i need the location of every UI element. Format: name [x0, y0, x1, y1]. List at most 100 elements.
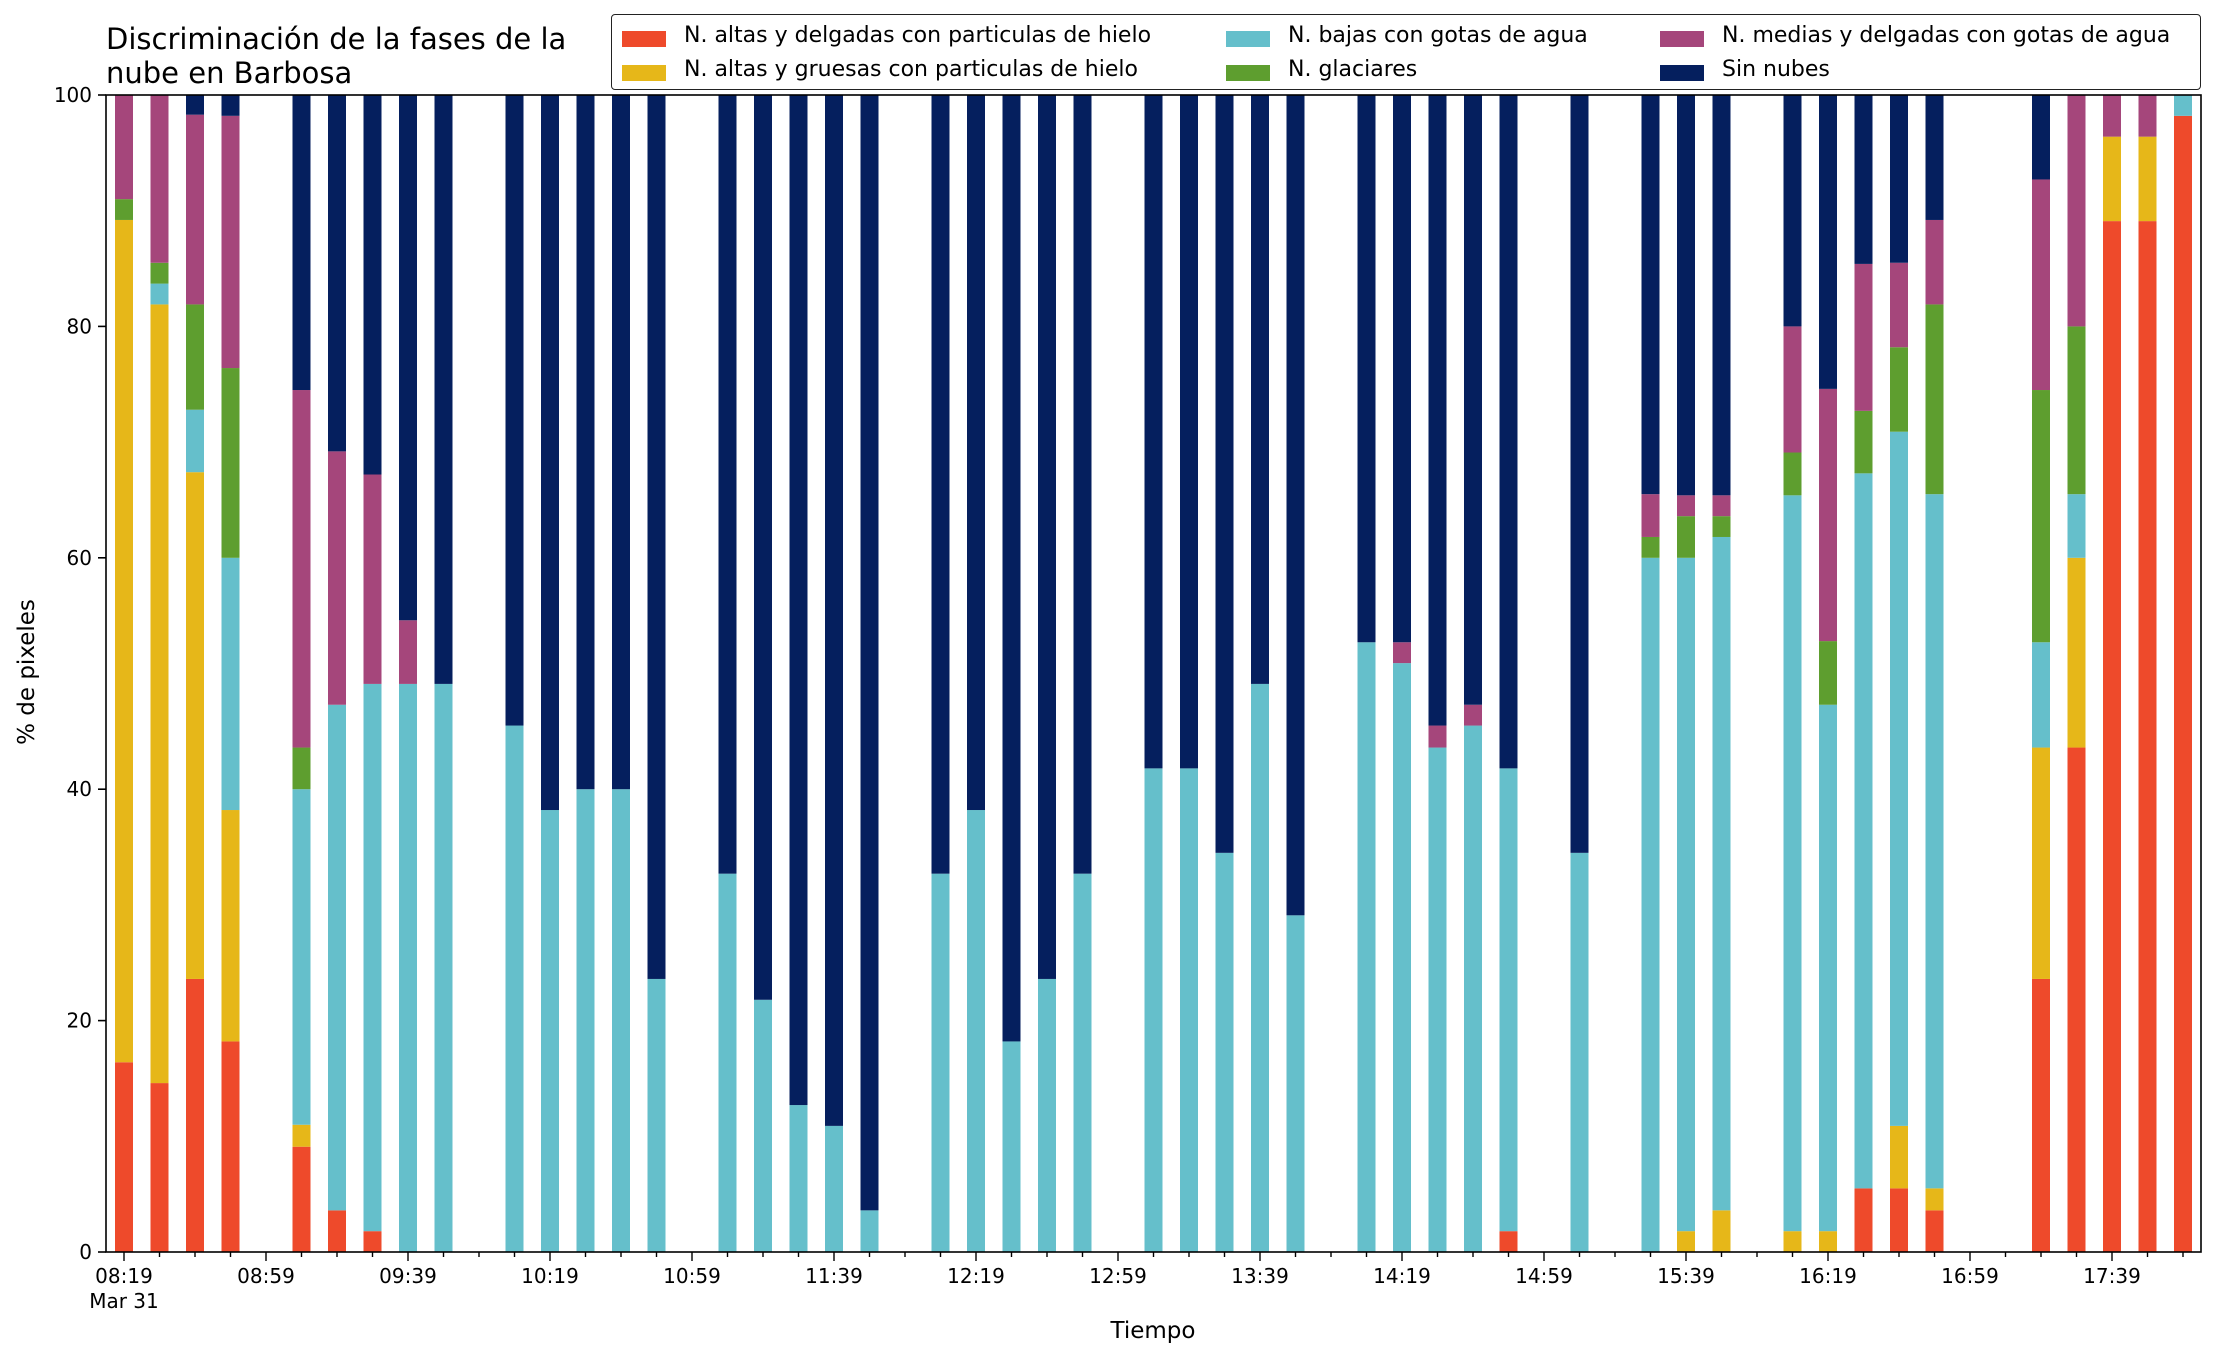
bar-segment: [1712, 516, 1731, 537]
bar-segment: [2138, 95, 2157, 137]
bar-segment: [1890, 1125, 1908, 1189]
bar-segment: [2138, 136, 2157, 222]
bar-segment: [1499, 1231, 1518, 1252]
bar-segment: [1819, 1231, 1837, 1252]
bar-segment: [1677, 516, 1695, 558]
bar-segment: [2067, 95, 2086, 327]
bar-segment: [1038, 95, 1056, 979]
bar-segment: [1925, 1188, 1944, 1211]
legend-swatch: [1226, 31, 1270, 47]
bar-segment: [1677, 495, 1695, 517]
bar-segment: [115, 1062, 133, 1252]
bar-segment: [1144, 768, 1163, 1252]
x-tick-label: 13:39: [1231, 1264, 1289, 1288]
bar-segment: [967, 810, 985, 1252]
bar-segment: [1925, 494, 1944, 1189]
bar-segment: [1393, 663, 1411, 1252]
bar-segment: [2067, 747, 2086, 1252]
bar-segment: [541, 95, 559, 811]
bar-segment: [1641, 536, 1660, 558]
bar-segment: [1641, 494, 1660, 537]
bar-segment: [2103, 221, 2121, 1253]
bar-segment: [221, 1041, 240, 1252]
bar-segment: [1464, 704, 1482, 726]
bar-segment: [931, 95, 950, 874]
bar-segment: [1783, 95, 1802, 327]
bar-segment: [1925, 304, 1944, 495]
x-tick-label: 08:19: [95, 1264, 153, 1288]
bar-segment: [292, 789, 311, 1125]
bar-segment: [1890, 347, 1908, 432]
bar-segment: [1144, 95, 1163, 769]
x-tick-label: 10:19: [521, 1264, 579, 1288]
bar-segment: [150, 304, 169, 1084]
bar-segment: [434, 95, 453, 684]
bar-segment: [292, 747, 311, 790]
x-tick-label: 12:59: [1089, 1264, 1147, 1288]
bar-segment: [1712, 536, 1731, 1211]
x-axis-label: Tiempo: [1110, 1318, 1196, 1344]
bar-segment: [1819, 388, 1837, 642]
bar-segment: [363, 683, 382, 1232]
bar-segment: [2032, 978, 2050, 1252]
bar-segment: [1641, 95, 1660, 495]
bar-segment: [2138, 221, 2157, 1253]
bar-segment: [505, 725, 524, 1252]
bar-segment: [2103, 95, 2121, 137]
bar-segment: [1357, 642, 1376, 1252]
y-axis-label: % de pixeles: [14, 599, 40, 745]
bar-segment: [2174, 115, 2192, 1253]
bar-segment: [1783, 452, 1802, 496]
bar-segment: [363, 1231, 382, 1252]
bar-segment: [2032, 95, 2050, 180]
bar-segment: [292, 1146, 311, 1252]
bar-segment: [931, 873, 950, 1252]
bar-segment: [221, 95, 240, 116]
bar-segment: [115, 95, 133, 200]
bar-segment: [186, 409, 204, 473]
bar-segment: [612, 789, 630, 1252]
x-tick-date-label: Mar 31: [89, 1289, 159, 1313]
bar-segment: [221, 557, 240, 811]
bar-segment: [1854, 410, 1873, 474]
bar-segment: [2174, 95, 2192, 116]
bar-segment: [186, 114, 204, 305]
bar-segment: [1712, 95, 1731, 496]
bar-segment: [1819, 704, 1837, 1232]
bar-segment: [1499, 95, 1518, 769]
bar-segment: [1854, 1188, 1873, 1252]
bar-segment: [612, 95, 630, 790]
bar-segment: [328, 95, 346, 452]
bar-segment: [1251, 683, 1269, 1252]
bar-segment: [754, 95, 772, 1000]
legend: N. altas y delgadas con particulas de hi…: [611, 14, 2201, 90]
bar-segment: [399, 95, 417, 621]
bar-segment: [328, 704, 346, 1211]
bar-segment: [1357, 95, 1376, 643]
bar-segment: [1783, 326, 1802, 453]
bar-segment: [2032, 642, 2050, 748]
legend-swatch: [622, 31, 666, 47]
bar-segment: [292, 95, 311, 391]
y-tick-label: 100: [54, 83, 92, 107]
bar-segment: [860, 1210, 879, 1252]
legend-swatch: [1660, 65, 1704, 81]
bar-segment: [1819, 641, 1837, 705]
bar-segment: [647, 95, 666, 979]
bar-segment: [221, 368, 240, 558]
x-tick-label: 09:39: [379, 1264, 437, 1288]
bar-segment: [1783, 1231, 1802, 1252]
bar-segment: [186, 304, 204, 410]
bar-segment: [1286, 95, 1305, 916]
y-tick-label: 80: [67, 314, 92, 338]
bar-segment: [1890, 431, 1908, 1126]
bar-segment: [1890, 95, 1908, 263]
bar-segment: [1393, 95, 1411, 643]
bar-segment: [1073, 873, 1092, 1252]
legend-swatch: [1660, 31, 1704, 47]
bar-segment: [860, 95, 879, 1211]
bar-segment: [150, 1083, 169, 1252]
legend-label: N. altas y gruesas con particulas de hie…: [684, 57, 1138, 82]
bar-segment: [789, 1105, 808, 1252]
